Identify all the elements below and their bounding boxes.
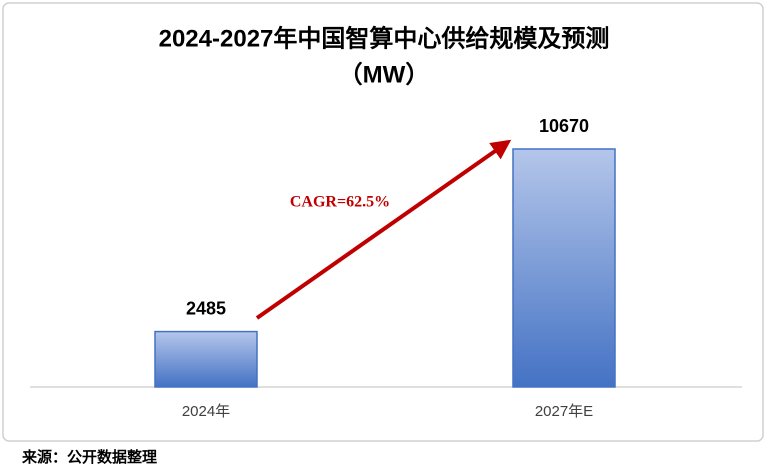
- x-tick-label: 2024年: [182, 403, 230, 420]
- data-label: 2485: [186, 298, 226, 318]
- chart-title: （MW）: [339, 61, 430, 88]
- chart-title: 2024-2027年中国智算中心供给规模及预测: [159, 24, 610, 52]
- data-label: 10670: [539, 116, 589, 136]
- bar: [154, 330, 258, 388]
- growth-arrow: [255, 139, 512, 320]
- source-note: 来源：公开数据整理: [21, 448, 157, 466]
- cagr-annotation: CAGR=62.5%: [290, 194, 390, 211]
- x-tick-label: 2027年E: [535, 403, 593, 420]
- bar: [512, 148, 616, 388]
